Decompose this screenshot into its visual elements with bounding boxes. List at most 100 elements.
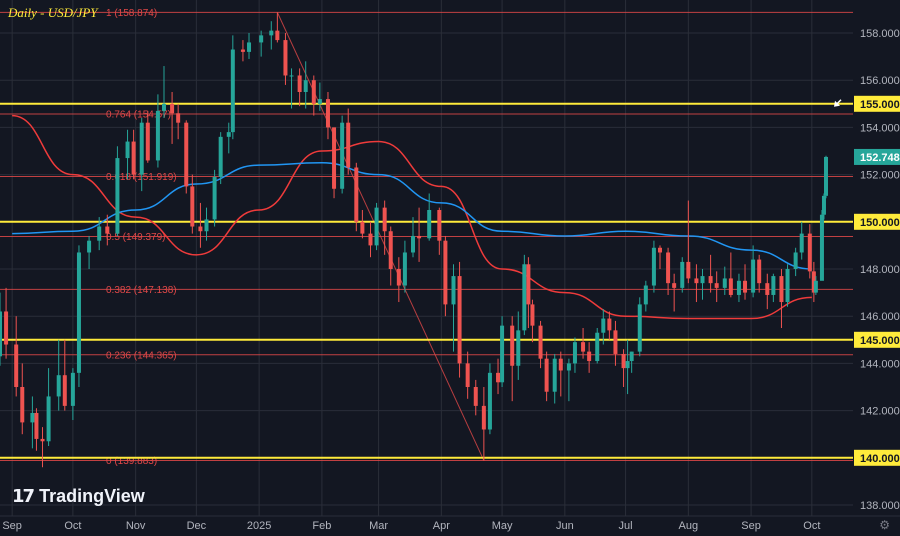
candle [125,129,130,180]
candle [708,254,713,293]
candle-body [289,75,294,77]
candle [728,252,733,298]
candle-body [190,186,195,227]
candle [190,174,195,234]
time-axis-tick-label: Jul [619,520,633,532]
candle [204,207,209,241]
candle-body [451,276,456,305]
candle-body [346,122,351,168]
candle-body [629,351,634,362]
candle-body [30,412,35,423]
candle-body [20,387,25,423]
candle-body [427,210,432,239]
candle-body [340,122,345,189]
candle-body [14,344,19,387]
candle [289,68,294,109]
candle [131,129,136,180]
candle [824,155,828,199]
candle-body [317,99,322,104]
candle-body [275,30,280,41]
candle [819,210,824,281]
time-axis: Sep Oct Nov Dec 2025 Feb Mar Apr May Jun Jul Aug Sep… [0,515,900,536]
candle-body [115,158,120,234]
candle-body [694,278,699,284]
candle [811,261,816,303]
candle [332,127,337,199]
candle [145,110,150,163]
candle [722,266,727,295]
moving-average-slow [12,114,812,320]
candle-body [666,252,671,284]
candle [651,240,656,293]
candle-body [247,42,252,52]
candle-body [824,156,828,196]
last-price-label: 152.748 [860,152,900,164]
candle [613,320,618,366]
candle [417,207,422,262]
candle [303,61,308,109]
time-axis-tick-label: Oct [803,520,820,532]
candle-body [368,233,373,246]
candle-body [487,372,492,430]
candle-body [198,226,203,232]
candle-body [821,195,826,215]
candle [686,200,691,284]
candle-body [544,358,549,392]
candle-body [607,318,612,331]
candle-body [771,276,776,295]
candle-body [558,358,563,371]
candle [340,115,345,194]
candle [283,33,288,85]
candle [779,269,784,328]
candle-body [601,318,606,333]
candle-body [807,233,812,272]
candle-body [204,219,209,232]
price-axis-tick-label: 146.000 [860,311,900,323]
time-axis-tick-label: Feb [312,520,331,532]
candle-body [382,207,387,232]
candle-body [613,330,618,354]
candle [139,117,144,192]
candle-body [625,361,630,369]
key-levels [0,102,853,459]
candle-body [297,75,302,92]
candle-body [131,141,136,175]
candle-body [765,283,770,295]
key-level-price-label: 155.000 [860,99,900,111]
time-axis-tick-label: Sep [741,520,761,532]
candle [346,108,351,175]
candle [526,257,531,328]
candle-body [443,240,448,305]
candle [595,328,600,364]
candle [360,210,365,239]
candle [212,169,217,227]
candle-body [417,235,422,239]
candle [70,368,75,421]
candle-body [637,304,642,352]
price-axis-tick-label: 158.000 [860,28,900,40]
candle [115,146,120,236]
candle [230,35,235,140]
candle-body [457,276,462,364]
candle-body [396,269,401,286]
key-level-price-marker [854,213,900,230]
settings-gear-icon[interactable]: ⚙ [879,518,890,532]
candle [76,245,81,387]
time-axis-tick-label: Aug [679,520,699,532]
candle-body [743,280,748,293]
candle-body [779,276,784,303]
candle [522,254,527,336]
time-axis-tick-label: Jun [556,520,574,532]
candle [218,132,223,185]
candle [799,221,804,260]
candle-body [360,221,365,234]
candle-body [184,122,189,187]
chart-title: Daily - USD/JPY [8,5,98,20]
candle [566,358,571,402]
candle [105,214,110,246]
candle-body [785,269,790,303]
candle-body [0,311,2,357]
candle [259,30,264,57]
candle-body [70,372,75,406]
